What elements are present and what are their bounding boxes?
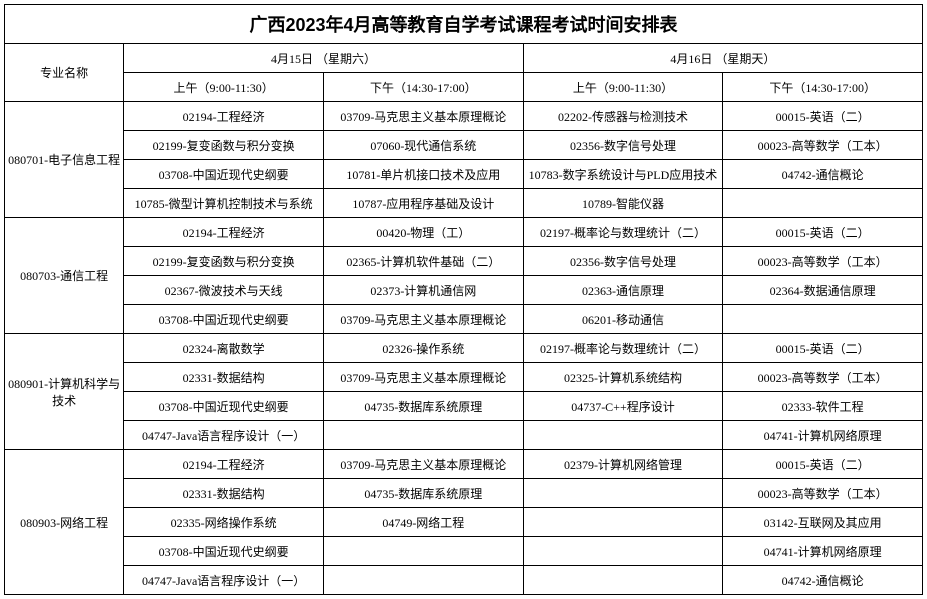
header-day2-pm: 下午（14:30-17:00） bbox=[723, 73, 923, 102]
course-cell: 02324-离散数学 bbox=[124, 334, 324, 363]
course-cell: 02335-网络操作系统 bbox=[124, 508, 324, 537]
course-cell: 02197-概率论与数理统计（二） bbox=[523, 218, 723, 247]
major-cell: 080703-通信工程 bbox=[5, 218, 124, 334]
course-cell: 02364-数据通信原理 bbox=[723, 276, 923, 305]
table-row: 03708-中国近现代史纲要03709-马克思主义基本原理概论06201-移动通… bbox=[5, 305, 923, 334]
course-cell: 04735-数据库系统原理 bbox=[323, 479, 523, 508]
major-cell: 080901-计算机科学与技术 bbox=[5, 334, 124, 450]
table-row: 03708-中国近现代史纲要04735-数据库系统原理04737-C++程序设计… bbox=[5, 392, 923, 421]
course-cell: 03709-马克思主义基本原理概论 bbox=[323, 450, 523, 479]
course-cell: 10783-数字系统设计与PLD应用技术 bbox=[523, 160, 723, 189]
table-row: 02335-网络操作系统04749-网络工程 03142-互联网及其应用 bbox=[5, 508, 923, 537]
table-row: 080903-网络工程02194-工程经济03709-马克思主义基本原理概论02… bbox=[5, 450, 923, 479]
course-cell bbox=[723, 189, 923, 218]
course-cell: 07060-现代通信系统 bbox=[323, 131, 523, 160]
course-cell: 02331-数据结构 bbox=[124, 363, 324, 392]
course-cell bbox=[523, 566, 723, 595]
header-day1-am: 上午（9:00-11:30） bbox=[124, 73, 324, 102]
course-cell: 04749-网络工程 bbox=[323, 508, 523, 537]
course-cell: 03708-中国近现代史纲要 bbox=[124, 537, 324, 566]
course-cell: 02194-工程经济 bbox=[124, 102, 324, 131]
course-cell: 02356-数字信号处理 bbox=[523, 247, 723, 276]
course-cell: 02202-传感器与检测技术 bbox=[523, 102, 723, 131]
table-row: 02199-复变函数与积分变换07060-现代通信系统02356-数字信号处理0… bbox=[5, 131, 923, 160]
course-cell bbox=[523, 508, 723, 537]
course-cell: 04742-通信概论 bbox=[723, 160, 923, 189]
table-row: 080703-通信工程02194-工程经济00420-物理（工）02197-概率… bbox=[5, 218, 923, 247]
course-cell: 04741-计算机网络原理 bbox=[723, 537, 923, 566]
table-row: 02367-微波技术与天线02373-计算机通信网02363-通信原理02364… bbox=[5, 276, 923, 305]
major-cell: 080903-网络工程 bbox=[5, 450, 124, 595]
table-row: 080901-计算机科学与技术02324-离散数学02326-操作系统02197… bbox=[5, 334, 923, 363]
schedule-table: 广西2023年4月高等教育自学考试课程考试时间安排表 专业名称 4月15日 （星… bbox=[4, 4, 923, 595]
course-cell: 03709-马克思主义基本原理概论 bbox=[323, 305, 523, 334]
table-row: 02331-数据结构04735-数据库系统原理 00023-高等数学（工本） bbox=[5, 479, 923, 508]
header-day2-am: 上午（9:00-11:30） bbox=[523, 73, 723, 102]
table-row: 04747-Java语言程序设计（一） 04742-通信概论 bbox=[5, 566, 923, 595]
course-cell: 03709-马克思主义基本原理概论 bbox=[323, 363, 523, 392]
course-cell: 02367-微波技术与天线 bbox=[124, 276, 324, 305]
table-row: 03708-中国近现代史纲要10781-单片机接口技术及应用10783-数字系统… bbox=[5, 160, 923, 189]
course-cell bbox=[523, 479, 723, 508]
header-day1: 4月15日 （星期六） bbox=[124, 44, 523, 73]
major-cell: 080701-电子信息工程 bbox=[5, 102, 124, 218]
course-cell bbox=[523, 421, 723, 450]
course-cell: 04737-C++程序设计 bbox=[523, 392, 723, 421]
course-cell: 00015-英语（二） bbox=[723, 218, 923, 247]
course-cell: 00023-高等数学（工本） bbox=[723, 363, 923, 392]
course-cell: 00023-高等数学（工本） bbox=[723, 247, 923, 276]
course-cell: 04735-数据库系统原理 bbox=[323, 392, 523, 421]
header-major: 专业名称 bbox=[5, 44, 124, 102]
table-row: 02199-复变函数与积分变换02365-计算机软件基础（二）02356-数字信… bbox=[5, 247, 923, 276]
course-cell: 00015-英语（二） bbox=[723, 102, 923, 131]
course-cell: 06201-移动通信 bbox=[523, 305, 723, 334]
course-cell: 00023-高等数学（工本） bbox=[723, 479, 923, 508]
course-cell: 04742-通信概论 bbox=[723, 566, 923, 595]
course-cell: 02199-复变函数与积分变换 bbox=[124, 131, 324, 160]
course-cell bbox=[323, 566, 523, 595]
course-cell: 00015-英语（二） bbox=[723, 334, 923, 363]
course-cell: 00420-物理（工） bbox=[323, 218, 523, 247]
course-cell: 02379-计算机网络管理 bbox=[523, 450, 723, 479]
course-cell: 02194-工程经济 bbox=[124, 218, 324, 247]
course-cell: 02325-计算机系统结构 bbox=[523, 363, 723, 392]
page-title: 广西2023年4月高等教育自学考试课程考试时间安排表 bbox=[5, 5, 923, 44]
table-row: 02331-数据结构03709-马克思主义基本原理概论02325-计算机系统结构… bbox=[5, 363, 923, 392]
course-cell bbox=[323, 421, 523, 450]
course-cell: 02326-操作系统 bbox=[323, 334, 523, 363]
course-cell: 00023-高等数学（工本） bbox=[723, 131, 923, 160]
course-cell: 10785-微型计算机控制技术与系统 bbox=[124, 189, 324, 218]
course-cell: 10789-智能仪器 bbox=[523, 189, 723, 218]
course-cell bbox=[723, 305, 923, 334]
header-day1-pm: 下午（14:30-17:00） bbox=[323, 73, 523, 102]
table-row: 04747-Java语言程序设计（一） 04741-计算机网络原理 bbox=[5, 421, 923, 450]
table-row: 10785-微型计算机控制技术与系统10787-应用程序基础及设计10789-智… bbox=[5, 189, 923, 218]
course-cell: 04747-Java语言程序设计（一） bbox=[124, 421, 324, 450]
course-cell bbox=[323, 537, 523, 566]
table-row: 080701-电子信息工程02194-工程经济03709-马克思主义基本原理概论… bbox=[5, 102, 923, 131]
course-cell: 03142-互联网及其应用 bbox=[723, 508, 923, 537]
course-cell: 04741-计算机网络原理 bbox=[723, 421, 923, 450]
course-cell: 02363-通信原理 bbox=[523, 276, 723, 305]
course-cell: 03708-中国近现代史纲要 bbox=[124, 305, 324, 334]
course-cell: 04747-Java语言程序设计（一） bbox=[124, 566, 324, 595]
course-cell: 10781-单片机接口技术及应用 bbox=[323, 160, 523, 189]
course-cell: 02365-计算机软件基础（二） bbox=[323, 247, 523, 276]
course-cell: 03708-中国近现代史纲要 bbox=[124, 160, 324, 189]
table-row: 03708-中国近现代史纲要 04741-计算机网络原理 bbox=[5, 537, 923, 566]
course-cell: 02199-复变函数与积分变换 bbox=[124, 247, 324, 276]
course-cell: 03709-马克思主义基本原理概论 bbox=[323, 102, 523, 131]
course-cell: 03708-中国近现代史纲要 bbox=[124, 392, 324, 421]
course-cell: 02373-计算机通信网 bbox=[323, 276, 523, 305]
course-cell: 00015-英语（二） bbox=[723, 450, 923, 479]
course-cell: 02197-概率论与数理统计（二） bbox=[523, 334, 723, 363]
course-cell: 02331-数据结构 bbox=[124, 479, 324, 508]
course-cell: 02194-工程经济 bbox=[124, 450, 324, 479]
course-cell bbox=[523, 537, 723, 566]
course-cell: 02356-数字信号处理 bbox=[523, 131, 723, 160]
header-day2: 4月16日 （星期天） bbox=[523, 44, 922, 73]
course-cell: 02333-软件工程 bbox=[723, 392, 923, 421]
course-cell: 10787-应用程序基础及设计 bbox=[323, 189, 523, 218]
